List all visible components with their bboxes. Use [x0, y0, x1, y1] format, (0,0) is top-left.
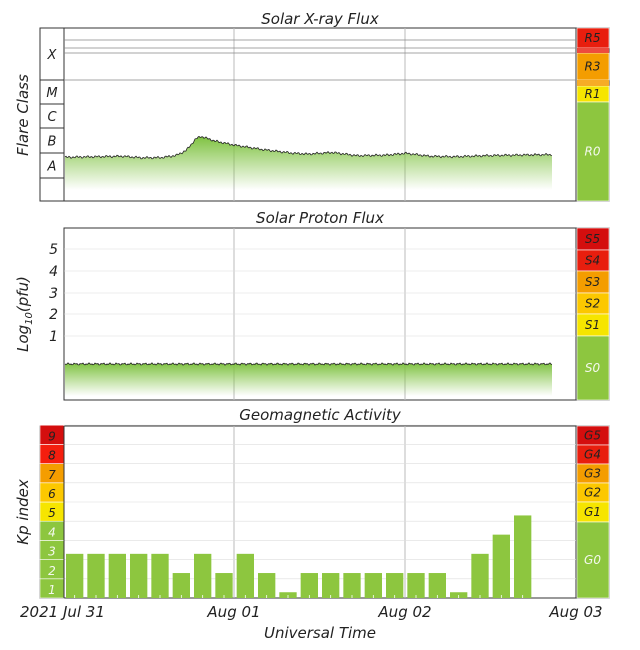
xray-flux-fill — [65, 136, 552, 190]
scale-label-g3: G3 — [584, 467, 601, 481]
kp-bar — [471, 553, 489, 598]
scale-label-r0: R0 — [585, 145, 601, 159]
kp-bar — [322, 573, 340, 598]
scale-label-s0: S0 — [585, 361, 601, 375]
kp-ytick: 7 — [48, 468, 56, 482]
scale-band-r3 — [576, 52, 610, 81]
kp-ytick: 9 — [48, 429, 56, 443]
kp-bar — [492, 534, 510, 598]
flare-class-c: C — [47, 110, 57, 125]
kp-ytick: 2 — [48, 564, 56, 578]
geomag-ylabel: Kp index — [14, 479, 32, 545]
scale-label-g4: G4 — [584, 448, 601, 462]
kp-bar — [407, 573, 425, 598]
kp-bar — [364, 573, 382, 598]
proton-flux-fill — [65, 362, 552, 396]
proton-panel: 1 2 3 4 5 S5 S4 S3 S2 S1 S0 — [49, 227, 610, 401]
kp-bar — [428, 573, 446, 598]
kp-ytick: 3 — [48, 545, 56, 559]
scale-label-g2: G2 — [584, 486, 601, 500]
scale-label-s3: S3 — [585, 275, 600, 289]
scale-band-g0 — [576, 521, 610, 599]
kp-bar — [300, 573, 318, 598]
kp-bar — [343, 573, 361, 598]
proton-ytick: 2 — [49, 307, 58, 323]
x-tick-label: Aug 01 — [206, 603, 260, 621]
x-tick-label: Aug 02 — [377, 603, 431, 621]
kp-bar — [172, 573, 190, 598]
kp-bar — [130, 553, 148, 598]
proton-title: Solar Proton Flux — [256, 209, 384, 227]
kp-ytick: 4 — [48, 525, 56, 539]
kp-ytick: 8 — [48, 449, 56, 463]
proton-ylabel: Log10(pfu) — [14, 276, 35, 352]
scale-band-s0 — [576, 335, 610, 401]
kp-ytick: 1 — [48, 583, 56, 597]
kp-bar — [258, 573, 276, 598]
flare-class-a: A — [47, 160, 57, 175]
scale-label-r3: R3 — [585, 60, 601, 74]
kp-bar — [194, 553, 212, 598]
flare-class-x: X — [47, 48, 58, 63]
kp-bar — [514, 515, 532, 598]
kp-bar — [386, 573, 404, 598]
geomag-title: Geomagnetic Activity — [239, 406, 402, 424]
xray-title: Solar X-ray Flux — [261, 10, 379, 28]
scale-label-g1: G1 — [584, 505, 601, 519]
proton-ylabel-main: Log — [14, 325, 32, 352]
proton-ylabel-rest: (pfu) — [14, 276, 32, 312]
kp-ytick: 5 — [48, 506, 56, 520]
kp-ytick: 6 — [48, 487, 56, 501]
flare-class-b: B — [48, 135, 57, 150]
scale-label-s2: S2 — [585, 297, 600, 311]
proton-ytick: 3 — [49, 286, 58, 302]
x-tick-label: Aug 03 — [548, 603, 602, 621]
scale-band-r0 — [576, 101, 610, 202]
x-tick-label: 2021 Jul 31 — [20, 603, 105, 621]
x-axis-label: Universal Time — [264, 624, 376, 642]
scale-label-g0: G0 — [584, 553, 601, 567]
kp-bar — [108, 553, 126, 598]
kp-bar — [215, 573, 233, 598]
scale-label-s5: S5 — [585, 232, 600, 246]
proton-ytick: 5 — [49, 242, 58, 258]
kp-bar — [87, 553, 105, 598]
geomag-panel: 1 2 3 4 5 6 7 8 9 G5 G4 G3 G2 G1 G0 — [39, 424, 610, 599]
proton-ytick: 4 — [49, 264, 58, 280]
kp-bar — [151, 553, 169, 598]
scale-label-s1: S1 — [585, 318, 600, 332]
scale-band-r2 — [577, 80, 609, 86]
scale-label-s4: S4 — [585, 254, 600, 268]
kp-bar — [66, 553, 84, 598]
proton-flux-line — [64, 362, 553, 366]
proton-ylabel-sub: 10 — [24, 312, 35, 325]
xray-ylabel: Flare Class — [14, 74, 32, 156]
kp-bar — [236, 553, 254, 598]
scale-label-g5: G5 — [584, 429, 601, 443]
flare-class-m: M — [46, 86, 57, 101]
scale-band-r4 — [577, 48, 609, 53]
xray-flux-line — [64, 135, 553, 160]
scale-label-r1: R1 — [585, 87, 601, 101]
x-tick-labels: 2021 Jul 31 Aug 01 Aug 02 Aug 03 — [20, 603, 603, 621]
scale-label-r5: R5 — [585, 31, 601, 45]
proton-ytick: 1 — [49, 329, 58, 345]
